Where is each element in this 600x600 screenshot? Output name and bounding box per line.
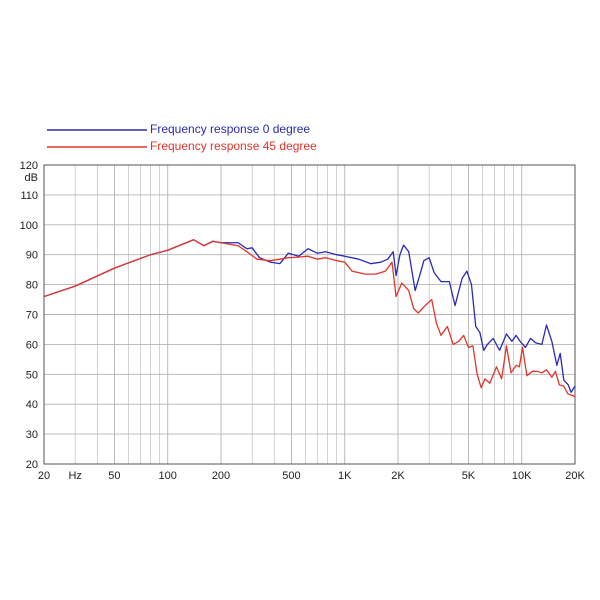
- x-tick-label: 1K: [338, 470, 352, 482]
- y-axis-unit-label: dB: [25, 172, 38, 184]
- x-tick-label: 20: [38, 470, 50, 482]
- y-tick-label: 120: [20, 160, 38, 172]
- legend-label-0-degree: Frequency response 0 degree: [150, 122, 310, 136]
- x-tick-label: 2K: [391, 470, 405, 482]
- y-tick-label: 20: [26, 459, 38, 471]
- x-tick-labels: 20 Hz 50 100 200 500 1K 2K 5K 10K 20K: [38, 470, 586, 482]
- y-tick-label: 60: [26, 339, 38, 351]
- x-tick-label: 10K: [512, 470, 532, 482]
- x-tick-label: 100: [159, 470, 177, 482]
- legend-label-45-degree: Frequency response 45 degree: [150, 139, 317, 153]
- series-line-45-degree: [43, 239, 576, 398]
- series-line-0-degree: [43, 239, 576, 393]
- y-tick-label: 110: [20, 190, 38, 202]
- legend: Frequency response 0 degree Frequency re…: [47, 122, 317, 153]
- y-tick-label: 50: [26, 369, 38, 381]
- x-tick-label: 5K: [462, 470, 476, 482]
- y-tick-label: 30: [26, 429, 38, 441]
- x-tick-label: Hz: [68, 470, 81, 482]
- series-layer: [43, 239, 576, 398]
- y-tick-label: 40: [26, 399, 38, 411]
- x-tick-label: 20K: [565, 470, 585, 482]
- y-tick-labels: 120 110 100 90 80 70 60 50 40 30 20: [20, 160, 38, 471]
- y-tick-label: 90: [26, 250, 38, 262]
- x-tick-label: 500: [282, 470, 300, 482]
- x-tick-label: 200: [212, 470, 230, 482]
- plot-frame: [43, 164, 576, 465]
- x-tick-label: 50: [108, 470, 120, 482]
- y-tick-label: 100: [20, 220, 38, 232]
- y-tick-label: 80: [26, 280, 38, 292]
- y-tick-label: 70: [26, 310, 38, 322]
